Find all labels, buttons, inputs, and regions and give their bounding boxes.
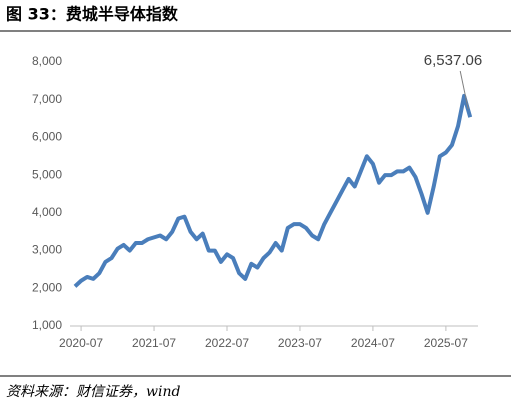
x-tick-label: 2022-07 xyxy=(205,336,249,350)
y-tick-label: 7,000 xyxy=(32,92,62,106)
value-label: 6,537.06 xyxy=(424,52,482,69)
y-tick-label: 5,000 xyxy=(32,167,62,181)
annotation-leader xyxy=(459,70,469,110)
chart-title: 图 33：费城半导体指数 xyxy=(6,5,179,24)
y-tick-label: 8,000 xyxy=(32,54,62,68)
x-tick-label: 2021-07 xyxy=(132,336,176,350)
series-line xyxy=(73,93,473,288)
x-tick-label: 2025-07 xyxy=(424,336,468,350)
x-tick-label: 2023-07 xyxy=(278,336,322,350)
x-tick-label: 2024-07 xyxy=(351,336,395,350)
x-tick-label: 2020-07 xyxy=(59,336,103,350)
y-tick-label: 4,000 xyxy=(32,205,62,219)
y-tick-label: 6,000 xyxy=(32,130,62,144)
y-tick-label: 3,000 xyxy=(32,243,62,257)
y-tick-label: 1,000 xyxy=(32,318,62,332)
y-tick-label: 2,000 xyxy=(32,280,62,294)
source-note: 资料来源：财信证券，wind xyxy=(6,384,180,400)
